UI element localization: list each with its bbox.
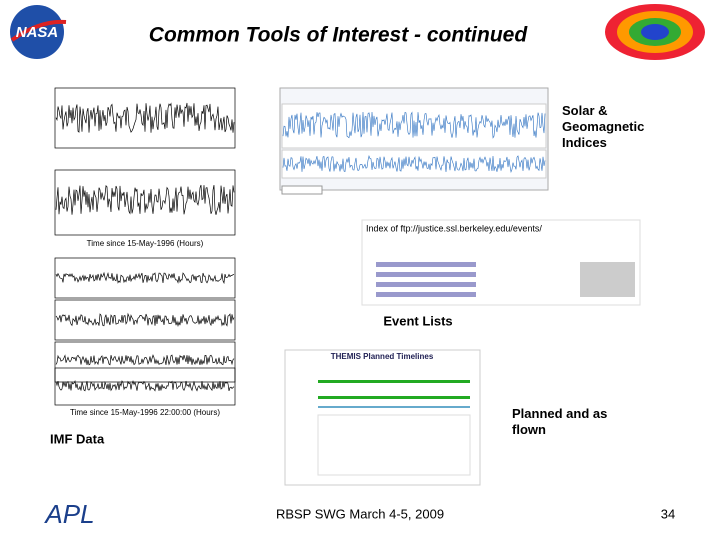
trace xyxy=(282,154,546,174)
trace xyxy=(55,271,235,285)
timelines-heading: THEMIS Planned Timelines xyxy=(331,352,434,361)
trace xyxy=(282,111,546,139)
nasa-logo: NASA xyxy=(10,5,67,59)
axis-label: Time since 15-May-1996 22:00:00 (Hours) xyxy=(70,408,220,417)
apl-logo: APL xyxy=(43,499,94,529)
belts-image xyxy=(605,4,705,60)
imf-plots: Time since 15-May-1996 (Hours) Time sinc… xyxy=(54,87,236,417)
title: Common Tools of Interest - continued xyxy=(149,24,529,47)
label-text: Solar & Geomagnetic Indices xyxy=(562,103,644,150)
label-text: Planned and as flown xyxy=(512,406,607,437)
logo-text: NASA xyxy=(16,24,59,41)
trace xyxy=(55,354,235,366)
events-label: Event Lists xyxy=(383,313,452,328)
indices-screenshot xyxy=(279,87,549,195)
imf-label: IMF Data xyxy=(50,431,105,446)
trace xyxy=(55,379,235,392)
trace xyxy=(55,184,235,215)
timelines-label: Planned and as flown xyxy=(512,406,607,437)
axis-label: Time since 15-May-1996 (Hours) xyxy=(87,239,204,248)
timelines-screenshot: THEMIS Planned Timelines xyxy=(284,349,481,486)
trace xyxy=(55,102,235,133)
trace xyxy=(55,312,235,327)
events-heading: Index of ftp://justice.ssl.berkeley.edu/… xyxy=(366,223,542,233)
indices-label: Solar & Geomagnetic Indices xyxy=(562,103,644,150)
footer-text: RBSP SWG March 4-5, 2009 xyxy=(276,506,444,521)
events-screenshot: Index of ftp://justice.ssl.berkeley.edu/… xyxy=(361,219,641,306)
page-number: 34 xyxy=(661,506,675,521)
